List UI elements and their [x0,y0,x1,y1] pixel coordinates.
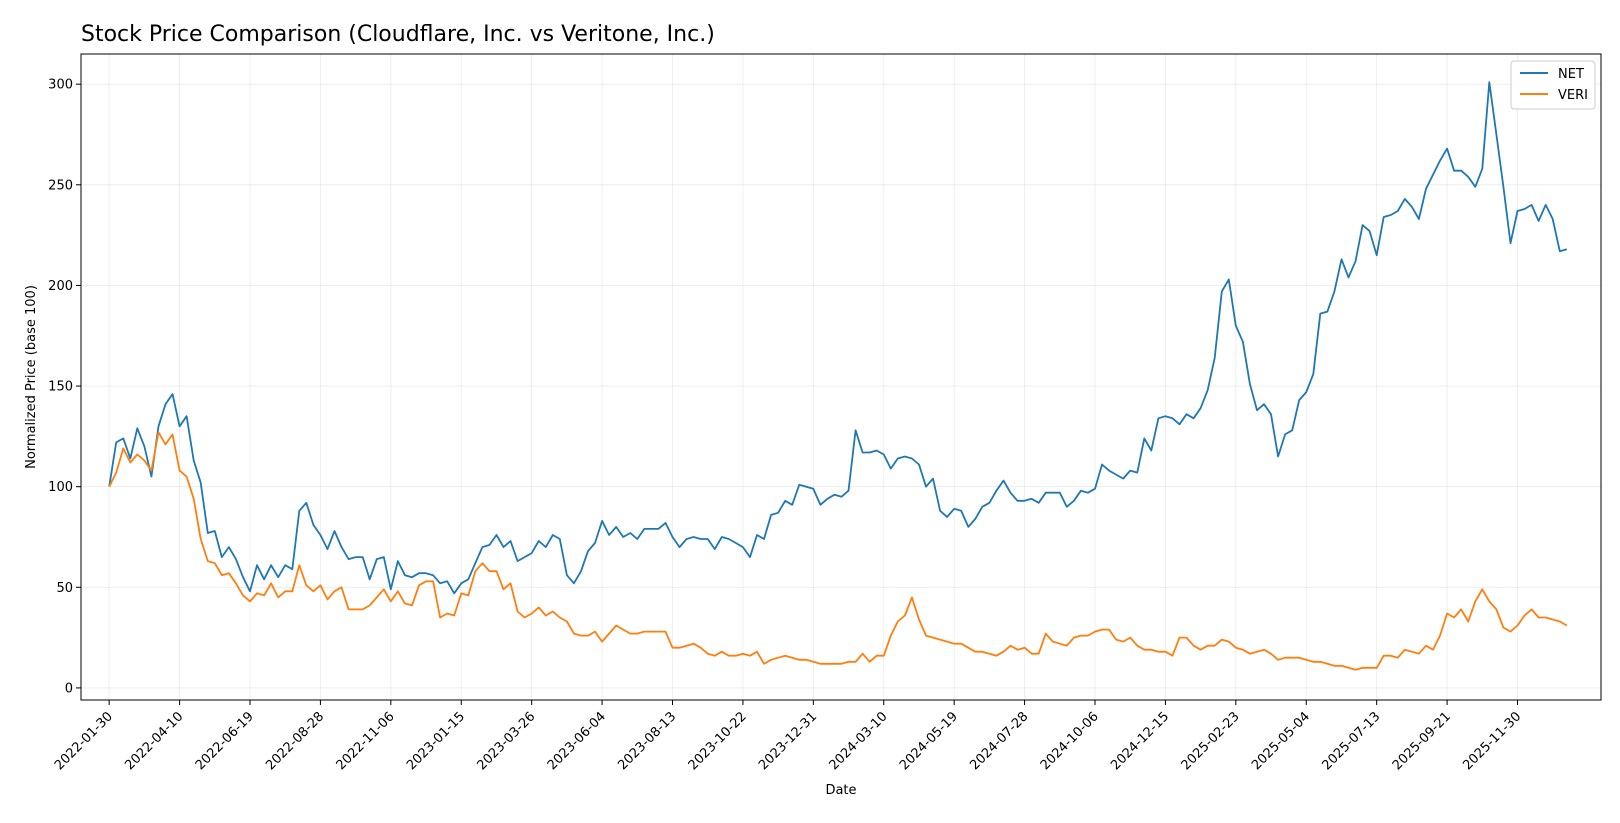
y-tick-label: 50 [56,581,73,596]
series-line-veri [108,431,1568,671]
x-axis-label: Date [825,783,856,798]
x-tick-label: 2025-07-13 [1319,709,1383,773]
x-tick-label: 2023-01-15 [404,709,468,773]
y-tick-label: 0 [65,681,73,696]
x-tick-label: 2025-11-30 [1460,709,1524,773]
x-tick-label: 2024-07-28 [967,709,1031,773]
series-lines [108,81,1568,671]
x-tick-label: 2023-08-13 [615,709,679,773]
x-tick-label: 2024-12-15 [1108,709,1172,773]
chart-title: Stock Price Comparison (Cloudflare, Inc.… [81,22,715,47]
series-line-net [108,81,1568,595]
y-tick-label: 250 [48,178,73,193]
x-tick-label: 2023-03-26 [474,709,538,773]
legend: NET VERI [1510,60,1596,110]
x-tick-label: 2023-06-04 [545,709,609,773]
x-tick-label: 2025-09-21 [1390,709,1454,773]
x-tick-label: 2025-05-04 [1249,709,1313,773]
x-tick-label: 2022-11-06 [334,709,398,773]
x-tick-label: 2024-10-06 [1038,709,1102,773]
y-tick-label: 200 [48,279,73,294]
x-tick-label: 2025-02-23 [1179,709,1243,773]
x-tick-label: 2023-10-22 [686,709,750,773]
y-tick-label: 150 [48,380,73,395]
y-tick-label: 100 [48,480,73,495]
legend-label-veri: VERI [1558,88,1588,103]
plot-area-frame [80,53,1602,701]
x-tick-label: 2023-12-31 [756,709,820,773]
y-axis-label: Normalized Price (base 100) [24,285,39,469]
x-tick-label: 2022-06-19 [193,709,257,773]
x-tick-label: 2022-08-28 [263,709,327,773]
y-axis: 0 50 100 150 200 250 300 [48,78,81,696]
x-tick-label: 2024-03-10 [827,709,891,773]
x-axis: 2022-01-30 2022-04-10 2022-06-19 2022-08-28… [52,700,1524,773]
x-tick-label: 2024-05-19 [897,709,961,773]
x-tick-label: 2022-01-30 [52,709,116,773]
x-tick-label: 2022-04-10 [122,709,186,773]
y-tick-label: 300 [48,78,73,93]
legend-label-net: NET [1558,67,1584,82]
grid [81,54,1601,700]
